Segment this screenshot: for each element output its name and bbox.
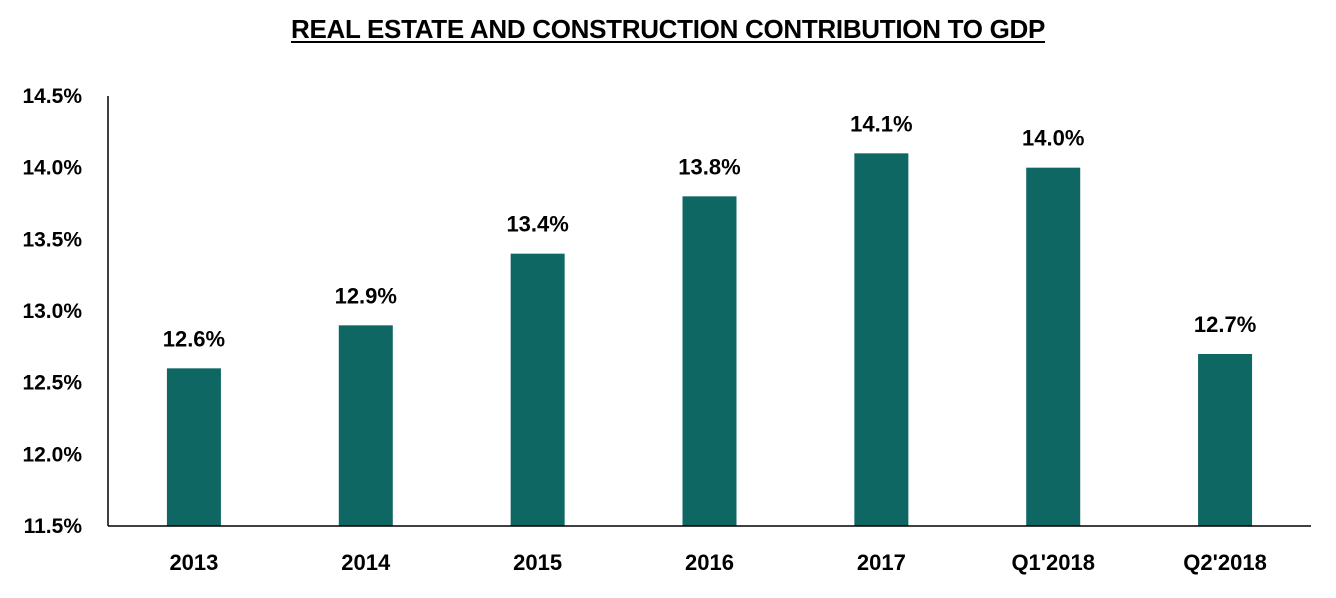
y-tick-label: 12.0% (22, 443, 82, 466)
bar (854, 153, 909, 527)
bar (1198, 354, 1253, 526)
data-label: 12.7% (1194, 312, 1256, 337)
y-tick-label: 11.5% (24, 515, 83, 538)
category-label: 2013 (169, 550, 218, 575)
y-axis-ticks: 11.5% 12.0% 12.5% 13.0% 13.5% 14.0% 14.5% (22, 85, 82, 538)
data-label: 14.1% (850, 111, 912, 136)
y-tick-label: 14.0% (22, 157, 82, 180)
data-label: 13.4% (506, 212, 568, 237)
bar (338, 325, 393, 526)
bar (166, 368, 221, 526)
category-label: Q1'2018 (1011, 550, 1095, 575)
category-label: 2016 (685, 550, 734, 575)
data-labels: 12.6% 12.9% 13.4% 13.8% 14.1% 14.0% 12.7% (163, 111, 1257, 351)
bar (1026, 167, 1081, 526)
data-label: 12.9% (335, 283, 397, 308)
y-tick-label: 14.5% (22, 85, 82, 108)
bar (682, 196, 737, 527)
category-label: 2014 (341, 550, 391, 575)
y-tick-label: 12.5% (22, 372, 82, 395)
x-axis-labels: 2013 2014 2015 2016 2017 Q1'2018 Q2'2018 (169, 550, 1266, 575)
bar (510, 253, 565, 526)
data-label: 14.0% (1022, 126, 1084, 151)
chart-title: REAL ESTATE AND CONSTRUCTION CONTRIBUTIO… (290, 14, 1046, 44)
category-label: 2015 (513, 550, 562, 575)
data-label: 13.8% (678, 154, 740, 179)
category-label: 2017 (857, 550, 906, 575)
data-label: 12.6% (163, 326, 225, 351)
y-tick-label: 13.5% (22, 228, 82, 251)
category-label: Q2'2018 (1183, 550, 1267, 575)
bars (166, 153, 1253, 527)
y-tick-label: 13.0% (22, 300, 82, 323)
